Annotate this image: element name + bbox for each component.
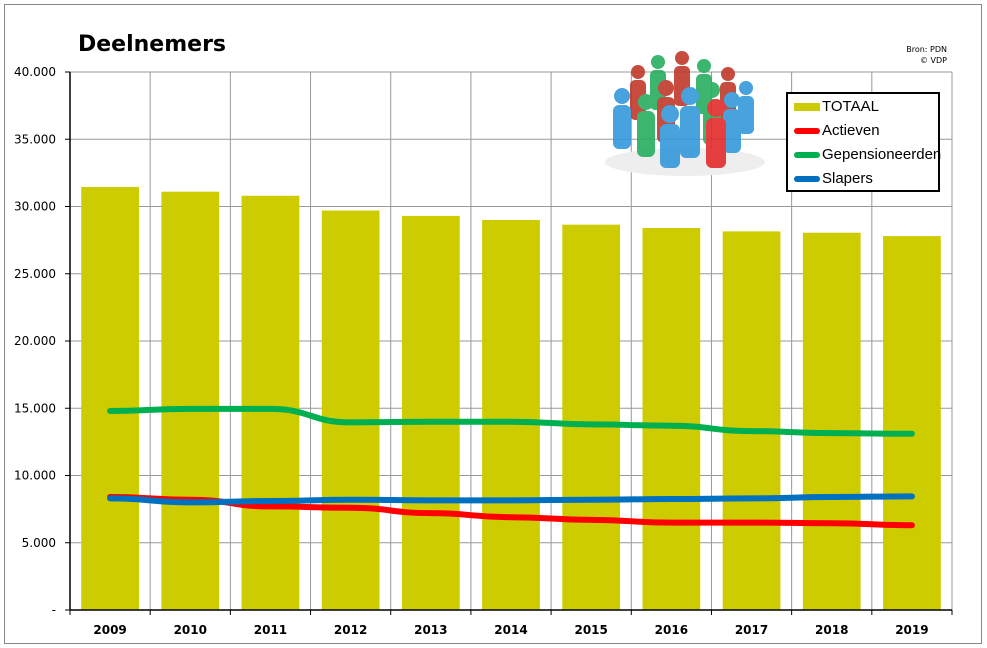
legend-swatch-slapers	[794, 176, 820, 182]
point-gepensioneerden	[830, 432, 833, 435]
legend-label-gepensioneerden: Gepensioneerden	[822, 146, 942, 163]
point-actieven	[510, 516, 512, 519]
point-actieven	[269, 505, 272, 508]
bar-totaal	[241, 195, 300, 611]
y-tick-label: -	[52, 603, 56, 617]
x-tick-label: 2012	[334, 623, 367, 637]
point-slapers	[349, 498, 352, 501]
point-actieven	[670, 521, 673, 524]
bar-totaal	[883, 236, 941, 610]
point-gepensioneerden	[269, 407, 272, 410]
x-tick-label: 2015	[574, 623, 607, 637]
point-gepensioneerden	[590, 423, 593, 426]
y-tick-label: 25.000	[14, 267, 56, 281]
bar-totaal	[802, 232, 861, 611]
bar-totaal	[161, 191, 220, 610]
point-slapers	[429, 499, 432, 502]
point-gepensioneerden	[910, 432, 913, 435]
point-actieven	[429, 512, 432, 515]
x-tick-label: 2017	[735, 623, 768, 637]
point-gepensioneerden	[670, 424, 673, 427]
point-slapers	[269, 500, 272, 503]
legend-label-actieven: Actieven	[822, 122, 880, 139]
point-gepensioneerden	[109, 409, 112, 412]
y-tick-label: 5.000	[22, 536, 56, 550]
source-note: Bron: PDN © VDP	[906, 44, 947, 66]
legend: TOTAAL Actieven Gepensioneerden Slapers	[786, 92, 942, 192]
point-gepensioneerden	[750, 430, 753, 433]
point-actieven	[750, 521, 753, 524]
legend-swatch-gepensioneerden	[794, 152, 820, 158]
legend-label-totaal: TOTAAL	[822, 98, 879, 115]
legend-item-slapers: Slapers	[788, 168, 938, 192]
x-tick-label: 2018	[815, 623, 848, 637]
y-tick-label: 15.000	[14, 401, 56, 415]
bar-totaal	[482, 219, 540, 610]
y-tick-label: 40.000	[14, 65, 56, 79]
bar-totaal	[642, 228, 701, 610]
legend-swatch-totaal	[794, 103, 820, 111]
source-line: Bron: PDN	[906, 45, 947, 54]
bar-totaal	[321, 210, 380, 610]
y-tick-label: 35.000	[14, 132, 56, 146]
point-slapers	[910, 495, 913, 498]
y-tick-label: 10.000	[14, 469, 56, 483]
point-actieven	[830, 522, 833, 525]
legend-item-actieven: Actieven	[788, 120, 938, 144]
point-slapers	[510, 499, 512, 502]
y-tick-label: 30.000	[14, 200, 56, 214]
people-crowd-illustration	[605, 51, 765, 176]
legend-item-gepensioneerden: Gepensioneerden	[788, 144, 942, 168]
point-slapers	[590, 498, 593, 501]
bar-totaal	[722, 231, 781, 610]
x-tick-label: 2019	[895, 623, 928, 637]
x-tick-label: 2013	[414, 623, 447, 637]
chart-title: Deelnemers	[78, 32, 227, 57]
x-tick-label: 2014	[494, 623, 527, 637]
bar-totaal	[401, 215, 460, 611]
point-slapers	[830, 496, 833, 499]
point-actieven	[910, 524, 913, 527]
point-gepensioneerden	[429, 420, 432, 423]
bar-totaal	[81, 186, 139, 610]
point-actieven	[349, 506, 352, 509]
point-slapers	[109, 497, 112, 500]
x-tick-label: 2009	[93, 623, 126, 637]
x-tick-label: 2016	[655, 623, 688, 637]
legend-swatch-actieven	[794, 128, 820, 134]
point-slapers	[670, 498, 673, 501]
point-slapers	[750, 497, 753, 500]
point-gepensioneerden	[189, 407, 192, 410]
x-tick-label: 2011	[254, 623, 287, 637]
point-actieven	[590, 518, 593, 521]
point-gepensioneerden	[349, 421, 352, 424]
legend-label-slapers: Slapers	[822, 170, 873, 187]
copyright-line: © VDP	[920, 56, 947, 65]
point-gepensioneerden	[510, 420, 512, 423]
x-tick-label: 2010	[174, 623, 207, 637]
y-tick-label: 20.000	[14, 334, 56, 348]
point-slapers	[189, 501, 192, 504]
bar-totaal	[562, 224, 621, 610]
legend-item-totaal: TOTAAL	[788, 96, 938, 120]
